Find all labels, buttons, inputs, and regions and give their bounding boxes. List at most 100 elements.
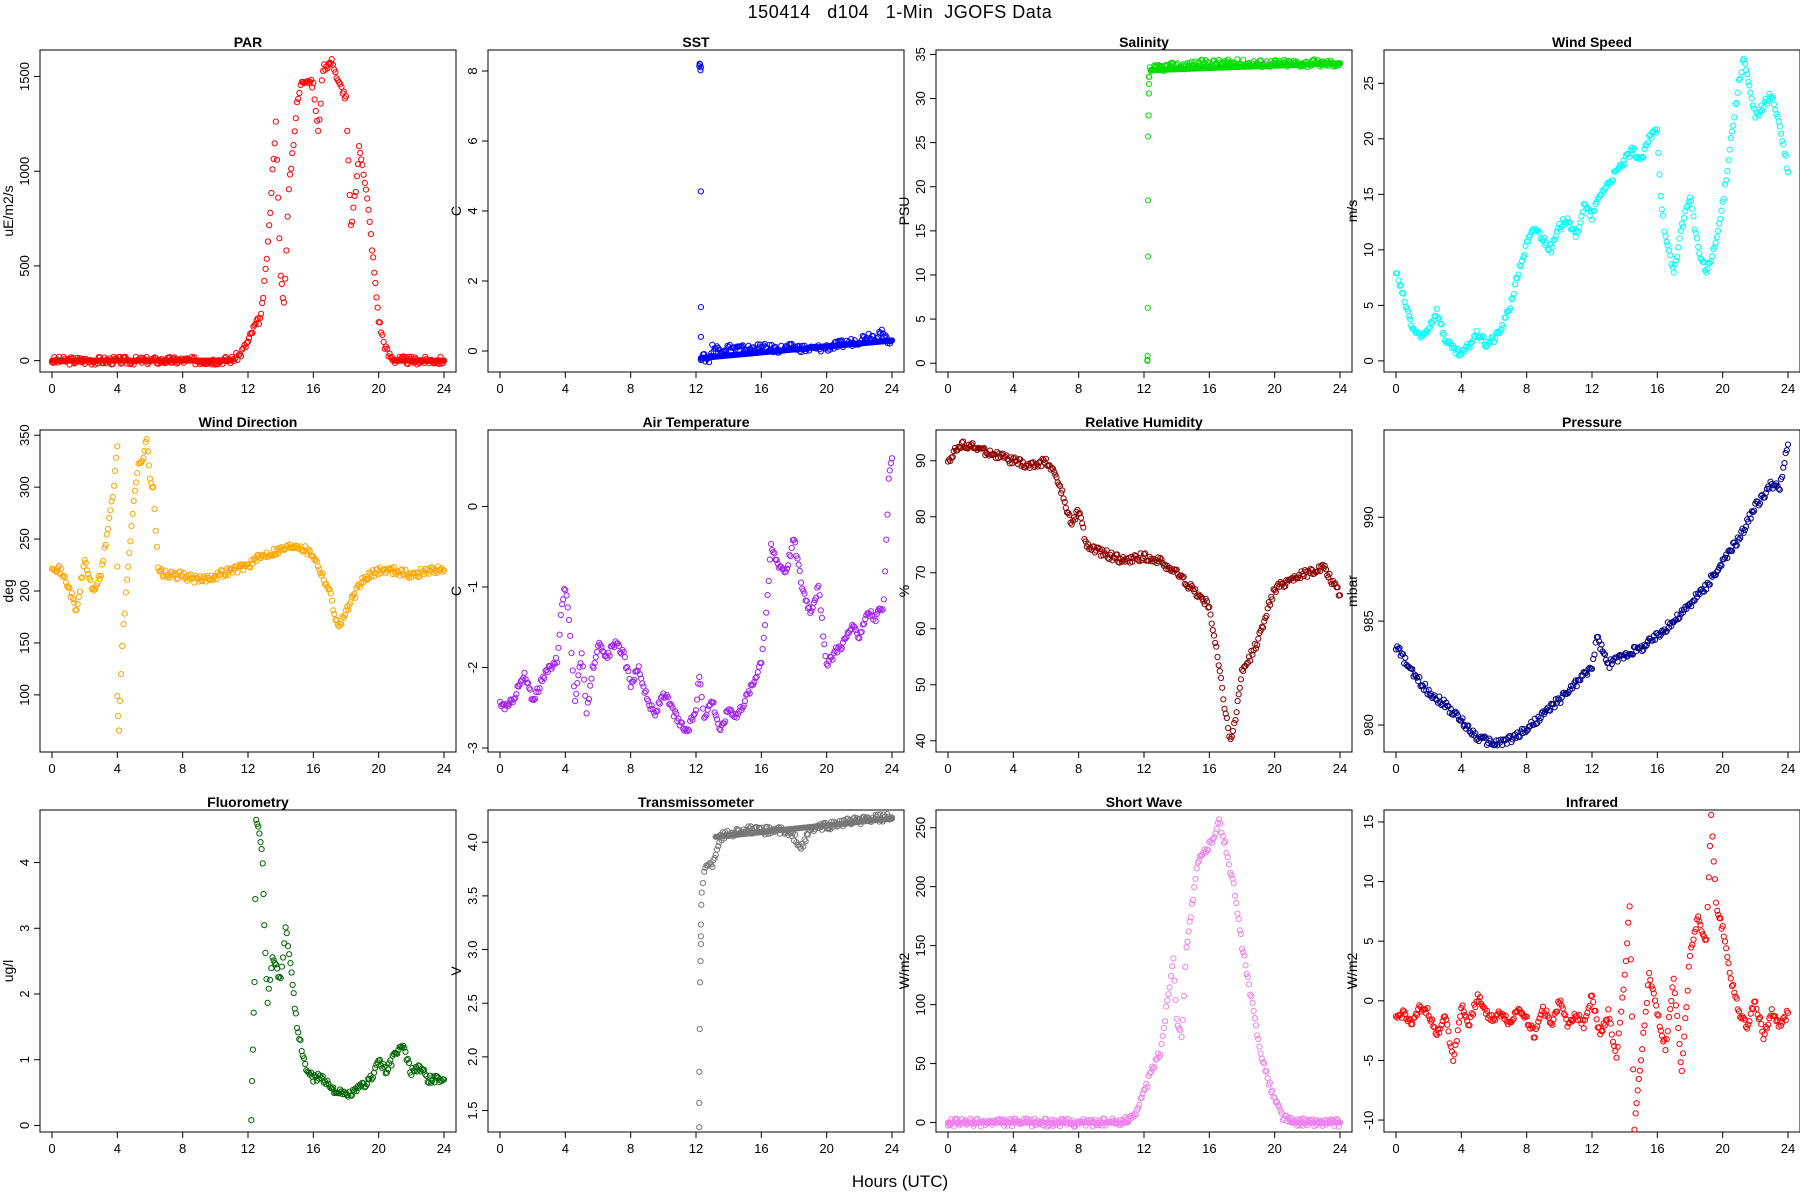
y-tick-label: 0 — [465, 503, 480, 510]
data-point — [1709, 833, 1716, 840]
data-point — [1691, 226, 1698, 233]
data-point — [887, 460, 895, 467]
plot-frame — [935, 49, 1353, 373]
data-point — [801, 590, 808, 597]
data-point — [270, 546, 277, 553]
x-tick-label: 8 — [627, 761, 634, 776]
data-point — [1140, 551, 1148, 558]
y-tick-label: 6 — [465, 137, 480, 144]
y-tick-label: 250 — [913, 817, 928, 839]
data-point — [653, 708, 660, 715]
data-point — [71, 599, 78, 606]
data-point — [1257, 1050, 1264, 1057]
data-point — [1566, 219, 1573, 226]
data-point — [1676, 614, 1683, 621]
data-point — [578, 650, 585, 657]
data-point — [1234, 697, 1241, 705]
x-tick-label: 24 — [437, 381, 451, 396]
x-tick-label: 12 — [241, 1141, 255, 1156]
data-point — [593, 648, 601, 655]
data-point — [715, 843, 722, 850]
data-point — [1398, 650, 1405, 657]
data-point — [250, 1009, 257, 1016]
y-tick-label: 200 — [913, 876, 928, 898]
data-point — [1685, 963, 1692, 970]
data-point — [1557, 699, 1564, 707]
y-axis-label: V — [448, 966, 464, 976]
data-point — [821, 641, 828, 648]
x-tick-label: 0 — [48, 1141, 55, 1156]
data-point — [102, 541, 109, 549]
data-point — [1211, 834, 1218, 841]
data-point — [1719, 923, 1726, 930]
data-point — [330, 1084, 337, 1091]
data-point — [1436, 1029, 1443, 1037]
x-tick-label: 8 — [1075, 1141, 1082, 1156]
data-point — [1745, 78, 1752, 85]
data-point — [1511, 281, 1519, 288]
data-point — [1692, 926, 1699, 933]
y-axis-label: uE/m2/s — [0, 185, 16, 236]
x-tick-label: 12 — [1585, 381, 1599, 396]
data-point — [315, 127, 322, 134]
y-tick-label: 300 — [17, 476, 32, 498]
y-tick-label: 4 — [465, 207, 480, 214]
data-point — [800, 843, 807, 850]
data-point — [396, 572, 403, 579]
data-point — [287, 960, 294, 967]
data-point — [568, 650, 575, 657]
data-point — [1676, 1040, 1683, 1048]
data-point — [258, 310, 265, 317]
data-point — [1718, 207, 1725, 214]
data-point — [1737, 75, 1744, 82]
data-point — [289, 150, 296, 157]
data-point — [1262, 1067, 1269, 1074]
data-point — [316, 566, 323, 573]
data-point — [124, 576, 131, 583]
data-point — [573, 690, 580, 698]
data-point — [1550, 1016, 1557, 1023]
data-point — [1509, 295, 1516, 302]
y-tick-label: 0 — [17, 357, 32, 364]
data-point — [1632, 153, 1639, 160]
panel-title: PAR — [234, 34, 263, 50]
data-point — [696, 1026, 703, 1033]
panel-title: Infrared — [1566, 794, 1618, 810]
data-point — [325, 60, 332, 67]
data-point — [1269, 1087, 1276, 1094]
data-point — [752, 674, 759, 682]
y-axis-label: C — [448, 586, 464, 596]
data-point — [696, 673, 703, 681]
data-point — [327, 590, 334, 597]
data-point — [1180, 992, 1188, 1000]
panel-relative-humidity: Relative Humidity% 0 4 8 12 16 20 24 40 50 60 70 80 9… — [896, 414, 1353, 776]
data-point — [134, 470, 141, 477]
data-point — [1675, 616, 1682, 623]
data-point — [1780, 141, 1787, 148]
y-tick-label: 3 — [17, 925, 32, 932]
data-point — [166, 574, 173, 581]
data-point — [697, 333, 705, 340]
data-point — [559, 601, 566, 608]
data-point — [1679, 1050, 1687, 1057]
data-point — [1137, 1095, 1144, 1102]
data-point — [722, 718, 729, 725]
y-tick-label: 1500 — [17, 62, 32, 91]
data-point — [1630, 145, 1638, 152]
data-point — [1145, 253, 1152, 260]
data-point — [1601, 651, 1609, 658]
data-point — [1762, 490, 1769, 497]
data-point — [1213, 643, 1220, 650]
x-tick-label: 4 — [1458, 1141, 1465, 1156]
data-point — [1730, 122, 1737, 129]
data-point — [277, 272, 284, 279]
data-point — [1696, 591, 1703, 598]
data-point — [521, 669, 528, 676]
data-point — [1521, 252, 1528, 259]
data-point — [256, 830, 263, 837]
data-point — [1301, 567, 1309, 574]
data-point — [697, 941, 705, 948]
data-point — [1599, 1027, 1606, 1035]
data-point — [1268, 1089, 1275, 1096]
x-tick-label: 20 — [1267, 1141, 1281, 1156]
